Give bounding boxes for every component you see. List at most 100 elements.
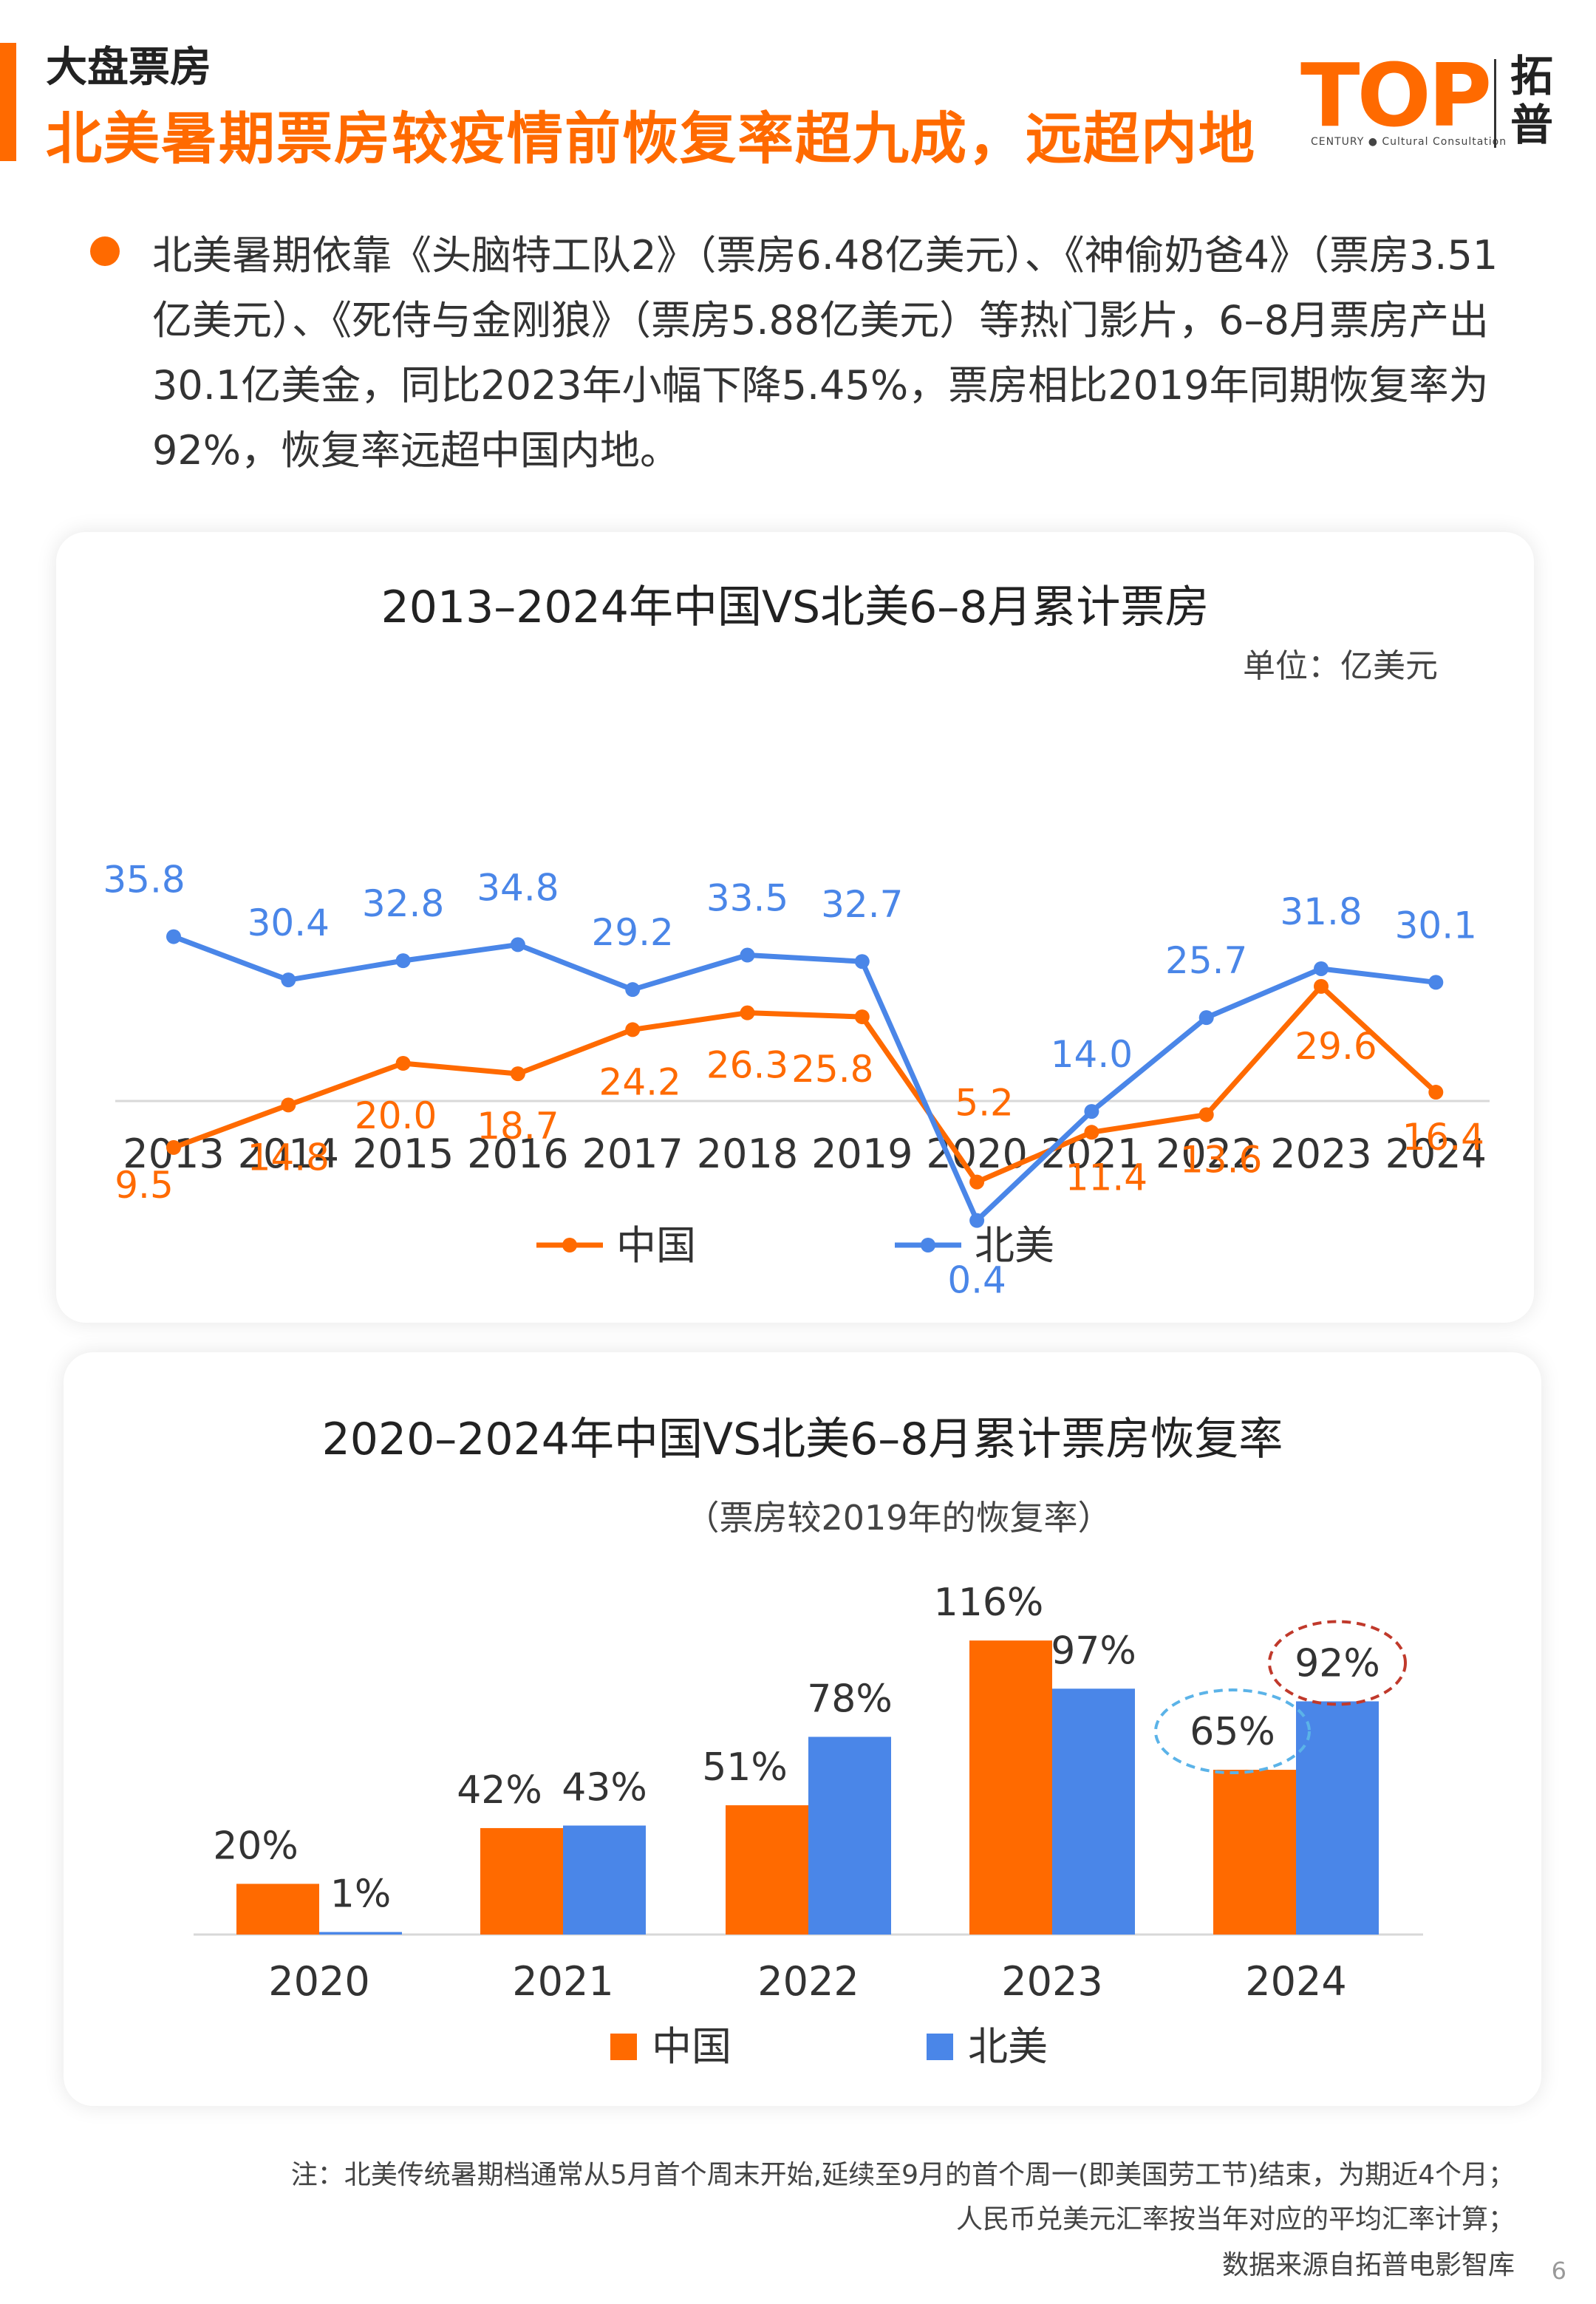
data-point bbox=[166, 929, 181, 944]
data-label: 11.4 bbox=[1065, 1156, 1147, 1199]
x-tick-label: 2020 bbox=[268, 1958, 369, 2005]
data-point bbox=[625, 1022, 641, 1037]
data-label: 25.8 bbox=[791, 1048, 873, 1091]
bar-value-label: 92% bbox=[1295, 1641, 1380, 1686]
data-label: 29.6 bbox=[1295, 1025, 1377, 1068]
x-tick-label: 2015 bbox=[352, 1131, 454, 1177]
x-tick-label: 2024 bbox=[1385, 1131, 1487, 1177]
data-label: 32.8 bbox=[362, 882, 444, 925]
x-tick-label: 2017 bbox=[582, 1131, 683, 1177]
section-label: 大盘票房 bbox=[46, 44, 211, 92]
data-point bbox=[740, 947, 755, 963]
highlight-circle-na-2024 bbox=[1268, 1620, 1407, 1706]
bar-north-america bbox=[563, 1825, 646, 1935]
logo-subtitle: CENTURY ● Cultural Consultation bbox=[1311, 136, 1507, 148]
data-label: 13.6 bbox=[1180, 1138, 1262, 1181]
data-label: 35.8 bbox=[103, 859, 185, 902]
x-tick-label: 2021 bbox=[512, 1958, 613, 2005]
logo-mark: TOP bbox=[1300, 44, 1492, 146]
data-label: 9.5 bbox=[115, 1164, 174, 1207]
logo-cn-line1: 拓 bbox=[1510, 51, 1553, 101]
legend-label: 北美 bbox=[975, 1222, 1054, 1269]
data-point bbox=[281, 972, 296, 988]
data-point bbox=[1084, 1104, 1099, 1119]
data-label: 33.5 bbox=[706, 877, 788, 920]
legend-label: 北美 bbox=[968, 2023, 1048, 2070]
line-chart: 2013–2024年中国VS北美6–8月累计票房单位：亿美元2013201420… bbox=[103, 582, 1490, 1302]
bar-value-label: 65% bbox=[1190, 1710, 1275, 1754]
legend-marker bbox=[562, 1238, 577, 1252]
data-label: 34.8 bbox=[477, 866, 559, 909]
x-tick-label: 2019 bbox=[811, 1131, 913, 1177]
x-tick-label: 2018 bbox=[697, 1131, 798, 1177]
data-label: 5.2 bbox=[955, 1082, 1014, 1125]
data-point bbox=[1314, 961, 1329, 976]
data-label: 0.4 bbox=[947, 1259, 1006, 1302]
data-label: 18.7 bbox=[477, 1105, 559, 1148]
bar-north-america bbox=[319, 1932, 402, 1935]
data-label: 25.7 bbox=[1165, 939, 1247, 982]
bar-chart-card: 2020–2024年中国VS北美6–8月累计票房恢复率 （票房较2019年的恢复率… bbox=[64, 1352, 1541, 2106]
data-point bbox=[969, 1174, 985, 1190]
data-point bbox=[281, 1097, 296, 1113]
page-title: 北美暑期票房较疫情前恢复率超九成，远超内地 bbox=[46, 106, 1256, 171]
legend-marker bbox=[921, 1238, 935, 1252]
bar-chart: 2020–2024年中国VS北美6–8月累计票房恢复率 （票房较2019年的恢复率… bbox=[194, 1414, 1423, 2070]
series-line-north-america bbox=[172, 934, 1436, 1224]
bar-value-label: 116% bbox=[934, 1581, 1044, 1625]
bar-china bbox=[480, 1827, 563, 1935]
data-point bbox=[395, 1056, 411, 1071]
data-point bbox=[510, 1066, 525, 1082]
x-tick-label: 2014 bbox=[238, 1131, 339, 1177]
data-point bbox=[854, 954, 870, 969]
legend-swatch bbox=[610, 2034, 637, 2060]
data-label: 29.2 bbox=[592, 911, 674, 954]
data-label: 20.0 bbox=[355, 1094, 437, 1137]
bar-chart-title: 2020–2024年中国VS北美6–8月累计票房恢复率 bbox=[322, 1414, 1283, 1465]
line-chart-unit: 单位：亿美元 bbox=[1243, 647, 1438, 685]
bar-value-label: 20% bbox=[213, 1824, 299, 1868]
x-tick-label: 2022 bbox=[1156, 1131, 1257, 1177]
bar-value-label: 43% bbox=[562, 1766, 647, 1810]
bar-value-label: 78% bbox=[807, 1677, 893, 1721]
data-label: 30.1 bbox=[1395, 904, 1477, 947]
data-label: 26.3 bbox=[706, 1044, 788, 1087]
logo-divider bbox=[1494, 59, 1496, 148]
x-tick-label: 2023 bbox=[1001, 1958, 1102, 2005]
data-point bbox=[395, 953, 411, 969]
data-point bbox=[854, 1009, 870, 1025]
bar-china bbox=[726, 1805, 808, 1935]
data-label: 31.8 bbox=[1280, 890, 1362, 933]
bar-china bbox=[1213, 1770, 1296, 1935]
logo-chinese: 拓 普 bbox=[1506, 52, 1558, 149]
data-point bbox=[1314, 978, 1329, 994]
top-logo: TOP CENTURY ● Cultural Consultation 拓 普 bbox=[1300, 52, 1566, 163]
data-point bbox=[166, 1139, 181, 1155]
data-point bbox=[1428, 1085, 1444, 1100]
bar-china bbox=[969, 1640, 1052, 1935]
page-number: 6 bbox=[1551, 2257, 1566, 2285]
x-tick-label: 2016 bbox=[467, 1131, 568, 1177]
legend-swatch bbox=[927, 2034, 953, 2060]
accent-bar bbox=[0, 43, 16, 161]
legend-label: 中国 bbox=[616, 1222, 696, 1269]
bar-value-label: 51% bbox=[702, 1745, 788, 1790]
data-label: 30.4 bbox=[248, 902, 330, 944]
bar-china bbox=[236, 1884, 319, 1935]
bar-north-america bbox=[808, 1736, 891, 1935]
bar-value-label: 97% bbox=[1051, 1629, 1136, 1673]
data-label: 16.4 bbox=[1402, 1116, 1484, 1159]
data-point bbox=[1198, 1010, 1214, 1026]
note-line-1: 注：北美传统暑期档通常从5月首个周末开始,延续至9月的首个周一(即美国劳工节)结… bbox=[290, 2160, 1515, 2190]
note-source: 数据来源自拓普电影智库 bbox=[1221, 2250, 1515, 2280]
line-chart-card: 2013–2024年中国VS北美6–8月累计票房单位：亿美元2013201420… bbox=[56, 532, 1534, 1323]
bar-value-label: 42% bbox=[457, 1768, 542, 1813]
x-tick-label: 2023 bbox=[1270, 1131, 1371, 1177]
bar-chart-subtitle: （票房较2019年的恢复率） bbox=[685, 1498, 1111, 1538]
logo-cn-line2: 普 bbox=[1510, 100, 1553, 150]
data-point bbox=[1084, 1125, 1099, 1140]
data-label: 32.7 bbox=[821, 883, 903, 926]
note-line-2: 人民币兑美元汇率按当年对应的平均汇率计算； bbox=[955, 2204, 1515, 2235]
data-point bbox=[625, 982, 641, 998]
data-point bbox=[1428, 975, 1444, 990]
